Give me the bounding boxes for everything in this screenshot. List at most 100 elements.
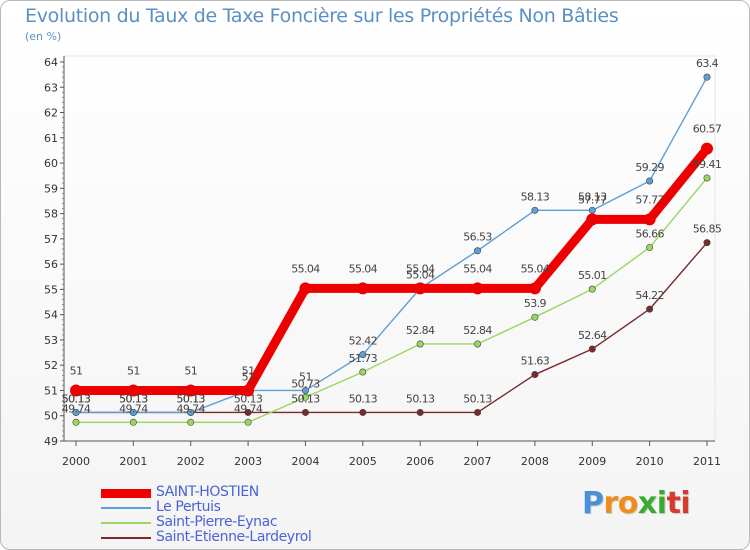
series-point-2 <box>703 174 711 182</box>
data-label: 50.13 <box>119 392 148 405</box>
series-point-2 <box>129 418 137 426</box>
series-point-0 <box>184 384 197 397</box>
data-label: 49.74 <box>234 402 263 415</box>
data-label: 51 <box>70 364 83 377</box>
data-label: 55.04 <box>521 262 550 275</box>
data-label: 57.77 <box>578 193 607 206</box>
data-label: 52.84 <box>463 324 492 337</box>
legend-swatch-saint-hostien <box>101 488 151 498</box>
series-line-2 <box>75 177 708 424</box>
logo-letter: i <box>656 486 667 521</box>
legend-swatch-le-pertuis <box>101 507 151 509</box>
data-label: 52.42 <box>349 335 378 348</box>
x-tick-label: 2010 <box>636 455 664 468</box>
y-tick-label: 55 <box>44 283 58 296</box>
data-label: 51 <box>242 364 255 377</box>
data-label: 52.84 <box>406 324 435 337</box>
data-label: 55.04 <box>406 262 435 275</box>
data-label: 50.13 <box>176 392 205 405</box>
series-point-1 <box>301 386 309 394</box>
plot-area <box>63 55 716 442</box>
data-label: 51 <box>299 370 312 383</box>
data-label: 55.04 <box>291 262 320 275</box>
legend-swatch-saint-pierre-eynac <box>101 522 151 524</box>
legend-label-le-pertuis: Le Pertuis <box>156 499 221 515</box>
x-tick-label: 2007 <box>464 455 492 468</box>
data-label: 54.22 <box>635 289 664 302</box>
data-label: 51 <box>242 370 255 383</box>
data-label: 53.9 <box>524 297 547 310</box>
data-label: 56.53 <box>463 231 492 244</box>
series-point-1 <box>531 206 539 214</box>
chart-title: Evolution du Taux de Taxe Foncière sur l… <box>25 5 619 27</box>
data-label: 56.66 <box>635 227 664 240</box>
y-tick-label: 53 <box>44 334 58 347</box>
x-tick-label: 2003 <box>234 455 262 468</box>
data-label: 50.13 <box>62 392 91 405</box>
y-tick-label: 62 <box>44 107 58 120</box>
data-label: 55.01 <box>578 269 607 282</box>
data-label: 59.29 <box>635 161 664 174</box>
legend-label-saint-pierre-eynac: Saint-Pierre-Eynac <box>156 514 278 530</box>
series-point-3 <box>588 345 596 353</box>
series-point-3 <box>301 408 309 416</box>
data-label: 63.4 <box>696 57 719 70</box>
data-label: 51.63 <box>521 355 550 368</box>
data-label: 50.13 <box>406 392 435 405</box>
y-tick-label: 50 <box>44 410 58 423</box>
x-tick-label: 2008 <box>521 455 549 468</box>
legend-label-saint-etienne-lardeyrol: Saint-Etienne-Lardeyrol <box>156 529 312 545</box>
series-point-3 <box>531 371 539 379</box>
series-point-0 <box>356 282 369 295</box>
data-label: 57.77 <box>635 193 664 206</box>
legend-label-saint-hostien: SAINT-HOSTIEN <box>156 484 259 500</box>
logo-letter: x <box>637 486 657 521</box>
y-tick-label: 54 <box>44 309 58 322</box>
data-label: 55.04 <box>463 262 492 275</box>
series-point-0 <box>127 384 140 397</box>
series-point-1 <box>359 351 367 359</box>
data-label: 49.74 <box>62 402 91 415</box>
series-point-2 <box>646 243 654 251</box>
y-tick-label: 61 <box>44 132 58 145</box>
data-label: 55.04 <box>349 262 378 275</box>
series-point-0 <box>414 282 427 295</box>
x-tick-label: 2005 <box>349 455 377 468</box>
data-label: 50.13 <box>349 392 378 405</box>
y-tick-label: 58 <box>44 208 58 221</box>
series-point-3 <box>646 305 654 313</box>
data-label: 50.13 <box>62 392 91 405</box>
data-label: 50.13 <box>119 392 148 405</box>
y-tick-label: 52 <box>44 359 58 372</box>
data-label: 51.73 <box>349 352 378 365</box>
x-tick-label: 2006 <box>406 455 434 468</box>
series-point-3 <box>474 408 482 416</box>
y-tick-label: 60 <box>44 157 58 170</box>
series-point-0 <box>528 282 541 295</box>
series-point-1 <box>703 73 711 81</box>
series-point-2 <box>301 393 309 401</box>
series-point-0 <box>643 213 656 226</box>
series-point-3 <box>244 408 252 416</box>
logo-letter: i <box>680 486 691 521</box>
proxiti-logo: Proxiti <box>582 486 691 521</box>
data-label: 50.13 <box>234 392 263 405</box>
series-point-0 <box>242 384 255 397</box>
y-tick-label: 51 <box>44 384 58 397</box>
series-point-2 <box>531 313 539 321</box>
series-line-1 <box>75 76 708 414</box>
data-label: 58.13 <box>521 190 550 203</box>
y-tick-label: 64 <box>44 56 58 69</box>
series-point-1 <box>474 247 482 255</box>
logo-letter: P <box>582 486 604 521</box>
y-tick-label: 57 <box>44 233 58 246</box>
x-tick-label: 2002 <box>177 455 205 468</box>
data-label: 51 <box>127 364 140 377</box>
logo-letter: o <box>617 486 639 521</box>
series-point-0 <box>70 384 82 397</box>
data-label: 58.13 <box>578 190 607 203</box>
data-label: 60.57 <box>693 123 722 136</box>
y-tick-label: 56 <box>44 258 58 271</box>
